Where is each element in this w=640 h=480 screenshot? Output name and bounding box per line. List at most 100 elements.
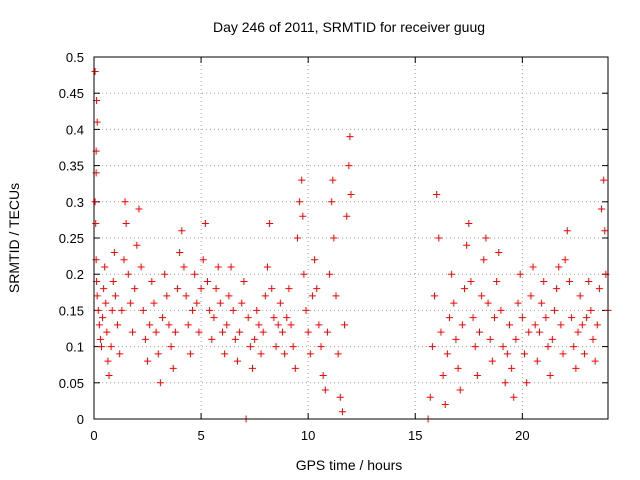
data-point [497,306,505,314]
data-point [201,220,209,228]
y-tick-label: 0.1 [66,340,84,355]
data-point [118,306,126,314]
data-point [555,263,563,271]
data-point [182,292,190,300]
data-point [176,248,184,256]
data-point [525,328,533,336]
data-point [184,321,192,329]
data-point [159,314,167,322]
data-point [174,285,182,293]
data-point [480,256,488,264]
data-point [227,263,235,271]
data-point [321,386,329,394]
data-point [595,285,603,293]
x-tick-label: 20 [515,428,529,443]
data-point [100,285,108,293]
data-point [473,372,481,380]
data-point [225,292,233,300]
data-point [165,321,173,329]
data-point [600,176,608,184]
data-point [91,67,99,75]
data-point [110,248,118,256]
data-point [329,176,337,184]
data-point [338,408,346,416]
data-point [499,343,507,351]
data-point [122,220,130,228]
y-tick-label: 0.25 [59,231,84,246]
data-point [93,292,101,300]
data-point [346,133,354,141]
data-point [503,350,511,358]
data-point [565,277,573,285]
data-point [439,372,447,380]
data-point [281,350,289,358]
data-point [206,306,214,314]
data-point [456,386,464,394]
data-point [538,299,546,307]
data-point [261,292,269,300]
data-point [154,350,162,358]
data-point [501,379,509,387]
data-point [334,350,342,358]
data-point [463,241,471,249]
data-point [272,343,280,351]
data-point [251,335,259,343]
data-point [313,285,321,293]
data-point [248,364,256,372]
data-point [493,277,501,285]
data-point [315,321,323,329]
y-tick-label: 0.4 [66,122,84,137]
data-point [576,292,584,300]
data-point [105,372,113,380]
data-point [101,263,109,271]
data-point [268,285,276,293]
data-point [345,162,353,170]
data-point [95,321,103,329]
data-point [93,118,101,126]
data-point [274,321,282,329]
data-point [431,292,439,300]
data-point [437,328,445,336]
data-point [104,357,112,365]
data-point [296,198,304,206]
data-point [189,306,197,314]
data-point [518,314,526,322]
data-point [214,263,222,271]
y-axis-label: SRMTID / TECUs [6,183,22,293]
data-point [308,292,316,300]
data-point [578,321,586,329]
data-point [97,343,105,351]
data-point [152,328,160,336]
data-point [601,227,609,235]
chart-title: Day 246 of 2011, SRMTID for receiver guu… [213,19,485,35]
data-point [505,321,513,329]
data-point [510,393,518,401]
data-point [593,321,601,329]
data-point [94,306,102,314]
x-tick-label: 15 [408,428,422,443]
data-points [91,67,612,423]
data-point [495,248,503,256]
y-axis-ticks: 0 0.05 0.1 0.15 0.2 0.25 0.3 0.35 0.4 0.45 0.5 [59,50,608,427]
data-point [263,263,271,271]
data-point [469,314,477,322]
data-point [287,321,295,329]
data-point [341,321,349,329]
data-point [347,191,355,199]
data-point [169,364,177,372]
data-point [535,328,543,336]
y-tick-label: 0.15 [59,303,84,318]
data-point [91,198,99,206]
data-point [197,285,205,293]
data-point [186,350,194,358]
data-point [574,328,582,336]
data-point [116,350,124,358]
data-point [223,321,231,329]
data-point [129,328,137,336]
data-point [516,270,524,278]
data-point [557,321,565,329]
data-point [259,328,267,336]
data-point [266,220,274,228]
data-point [542,314,550,322]
data-point [300,270,308,278]
